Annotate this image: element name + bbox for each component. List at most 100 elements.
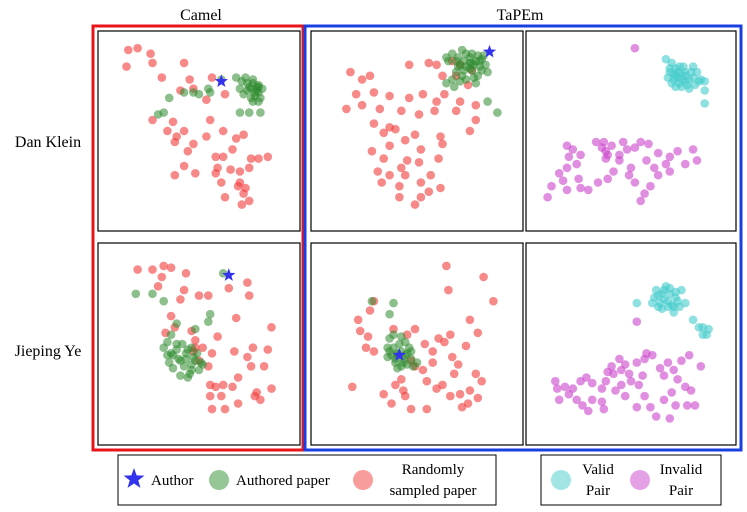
random-point: [124, 45, 133, 55]
legend-authored-dot-icon: [209, 470, 229, 490]
legend-right: Valid Pair Invalid Pair: [540, 454, 722, 506]
random-point: [353, 315, 363, 325]
authored-point: [389, 298, 398, 308]
random-point: [404, 60, 414, 70]
random-point: [246, 362, 256, 371]
invalid-point: [646, 402, 655, 412]
invalid-point: [659, 371, 669, 380]
random-point: [231, 134, 241, 143]
random-point: [348, 382, 357, 392]
invalid-point: [632, 402, 642, 412]
invalid-point: [634, 380, 644, 390]
invalid-point: [584, 185, 593, 195]
random-point: [397, 375, 406, 384]
random-point: [185, 75, 194, 84]
authored-point: [449, 82, 459, 92]
random-point: [220, 89, 230, 99]
authored-point: [235, 108, 245, 117]
authored-point: [159, 296, 168, 306]
random-point: [202, 132, 211, 141]
random-point: [211, 152, 220, 162]
random-point: [207, 404, 217, 414]
random-point: [179, 58, 189, 68]
random-point: [369, 347, 379, 356]
authored-point: [198, 360, 207, 369]
invalid-point: [646, 181, 655, 191]
random-point: [385, 170, 394, 180]
authored-point: [172, 339, 181, 349]
author-star-point: [392, 348, 407, 361]
authored-point: [191, 324, 200, 334]
invalid-point: [620, 391, 630, 401]
authored-point: [257, 84, 267, 93]
valid-point: [669, 308, 678, 317]
legend-invalid-dot-icon: [630, 470, 650, 490]
random-point: [357, 100, 367, 110]
invalid-point: [568, 145, 578, 154]
random-point: [133, 43, 142, 53]
random-point: [191, 336, 200, 345]
random-point: [213, 332, 222, 341]
random-point: [395, 181, 404, 191]
invalid-point: [648, 350, 657, 360]
random-point: [416, 192, 426, 202]
random-point: [153, 282, 163, 291]
panel-frame: [97, 30, 301, 232]
invalid-point: [618, 137, 628, 147]
random-point: [191, 169, 200, 178]
random-point: [357, 75, 367, 84]
random-point: [224, 283, 234, 293]
random-point: [367, 146, 377, 156]
invalid-point: [690, 401, 700, 410]
random-point: [428, 358, 438, 367]
invalid-point: [576, 376, 585, 386]
invalid-point: [667, 388, 676, 397]
random-point: [438, 71, 447, 81]
invalid-point: [576, 150, 585, 160]
legend-invalid-label-line2: Pair: [669, 483, 693, 499]
authored-point: [395, 339, 404, 349]
random-point: [418, 365, 428, 375]
random-point: [194, 291, 204, 300]
random-point: [259, 362, 269, 371]
random-point: [361, 343, 371, 353]
invalid-point: [603, 174, 612, 184]
random-point: [432, 97, 441, 106]
random-point: [446, 330, 455, 340]
authored-point: [187, 343, 196, 353]
invalid-point: [601, 154, 611, 163]
random-point: [400, 391, 410, 401]
random-point: [414, 158, 424, 167]
valid-point: [684, 84, 694, 93]
random-point: [369, 88, 379, 97]
random-point: [416, 178, 426, 187]
invalid-point: [562, 163, 572, 173]
random-point: [239, 130, 248, 139]
random-point: [434, 154, 443, 163]
invalid-point: [601, 376, 611, 386]
author-star-point: [222, 268, 236, 281]
invalid-point: [665, 414, 675, 423]
random-point: [166, 311, 176, 321]
valid-point: [673, 67, 682, 77]
invalid-point: [632, 317, 642, 327]
random-point: [465, 315, 475, 325]
valid-point: [681, 298, 690, 308]
invalid-point: [554, 169, 564, 178]
random-point: [198, 343, 207, 353]
valid-point: [702, 330, 711, 340]
random-point: [243, 278, 252, 287]
authored-point: [483, 67, 492, 77]
invalid-point: [560, 382, 570, 392]
random-point: [455, 97, 465, 106]
author-star-point: [482, 44, 497, 58]
random-point: [170, 170, 180, 180]
invalid-point: [638, 371, 647, 380]
random-point: [375, 104, 385, 114]
authored-point: [493, 108, 502, 117]
random-point: [428, 347, 438, 356]
random-point: [385, 141, 394, 150]
random-point: [424, 58, 434, 68]
random-point: [430, 106, 439, 116]
valid-point: [698, 323, 708, 332]
